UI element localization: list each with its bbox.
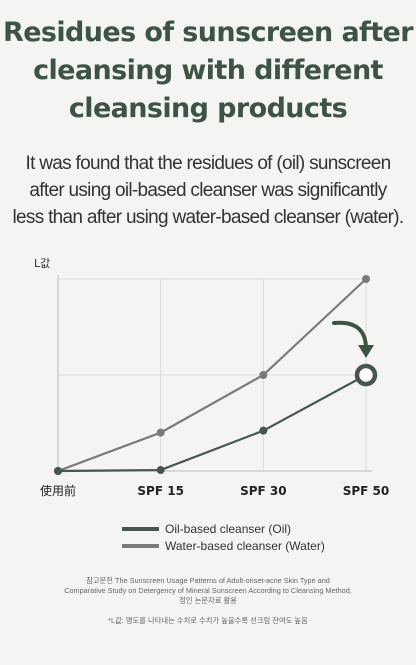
footnote: 참고문헌 The Sunscreen Usage Patterns of Adu… bbox=[0, 576, 416, 606]
x-tick-label: SPF 30 bbox=[240, 484, 287, 498]
data-point-water bbox=[259, 371, 268, 379]
line-chart: 使用前 SPF 15 SPF 30 SPF 50 L값 bbox=[34, 257, 389, 498]
series-line-water bbox=[57, 278, 367, 473]
data-point-oil bbox=[156, 466, 165, 475]
description-line-2: after using oil-based cleanser was signi… bbox=[29, 180, 387, 201]
legend-swatch bbox=[122, 543, 159, 548]
x-tick-labels: 使用前 SPF 15 SPF 30 SPF 50 bbox=[40, 483, 389, 498]
data-point-oil bbox=[54, 467, 62, 475]
y-axis-label: L값 bbox=[34, 257, 50, 270]
arrow-head-icon bbox=[358, 345, 374, 358]
legend-item-oil: Oil-based cleanser (Oil) bbox=[122, 520, 325, 537]
description-line-1: It was found that the residues of (oil) … bbox=[25, 153, 392, 174]
title-line-2: cleansing with different bbox=[33, 55, 383, 86]
annotation-arrow bbox=[332, 320, 374, 358]
x-tick-label: SPF 50 bbox=[343, 484, 390, 498]
description-line-3: less than after using water-based cleans… bbox=[12, 207, 405, 228]
series-line-oil bbox=[57, 374, 367, 473]
l-value-note: *L값: 명도를 나타내는 수치로 수치가 높을수록 선크림 잔여도 높음 bbox=[108, 616, 308, 625]
x-tick-label: SPF 15 bbox=[137, 484, 184, 498]
x-tick-label: 使用前 bbox=[40, 483, 76, 498]
title-line-3: cleansing products bbox=[68, 93, 348, 124]
series-points bbox=[54, 275, 378, 475]
data-point-water bbox=[362, 275, 370, 283]
page-title: Residues of sunscreen after cleansing wi… bbox=[0, 14, 416, 128]
footnote-line-1: 참고문헌 The Sunscreen Usage Patterns of Adu… bbox=[86, 576, 330, 585]
data-point-water bbox=[156, 428, 165, 437]
legend-swatch bbox=[122, 526, 159, 531]
curved-arrow-icon bbox=[332, 320, 368, 351]
series-lines bbox=[57, 278, 367, 473]
chart-axes bbox=[57, 275, 372, 472]
footnote-line-2: Comparative Study on Detergency of Miner… bbox=[64, 586, 352, 595]
footnote-line-3: 정인 논문자료 활용 bbox=[179, 596, 237, 605]
legend-label: Water-based cleanser (Water) bbox=[165, 538, 325, 553]
chart-grid bbox=[58, 278, 367, 471]
legend-item-water: Water-based cleanser (Water) bbox=[122, 537, 325, 554]
data-point-oil bbox=[259, 426, 268, 435]
description: It was found that the residues of (oil) … bbox=[0, 150, 416, 231]
legend-label: Oil-based cleanser (Oil) bbox=[165, 521, 292, 536]
highlight-point-oil bbox=[354, 363, 378, 387]
chart-legend: Oil-based cleanser (Oil) Water-based clea… bbox=[122, 520, 325, 554]
title-line-1: Residues of sunscreen after bbox=[3, 17, 414, 48]
